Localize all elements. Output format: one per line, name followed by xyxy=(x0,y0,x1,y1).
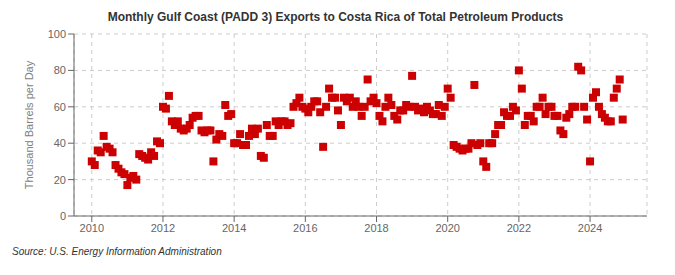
svg-text:2012: 2012 xyxy=(151,222,175,234)
svg-text:2018: 2018 xyxy=(364,222,388,234)
html-text:Monthly Gulf Coast (PADD 3) Ex: Monthly Gulf Coast (PADD 3) Exports to C… xyxy=(107,10,564,24)
html-text:Source: U.S. Energy Informatio: Source: U.S. Energy Information Administ… xyxy=(12,246,222,257)
svg-text:2022: 2022 xyxy=(507,222,531,234)
svg-text:2020: 2020 xyxy=(435,222,459,234)
svg-text:2016: 2016 xyxy=(293,222,317,234)
svg-text:60: 60 xyxy=(54,101,66,113)
svg-text:80: 80 xyxy=(54,64,66,76)
svg-text:40: 40 xyxy=(54,137,66,149)
svg-text:20: 20 xyxy=(54,174,66,186)
svg-text:Thousand Barrels per Day: Thousand Barrels per Day xyxy=(23,60,35,189)
svg-text:2010: 2010 xyxy=(80,222,104,234)
svg-text:100: 100 xyxy=(48,28,66,40)
svg-text:2024: 2024 xyxy=(578,222,602,234)
svg-text:0: 0 xyxy=(60,210,66,222)
svg-text:2014: 2014 xyxy=(222,222,246,234)
